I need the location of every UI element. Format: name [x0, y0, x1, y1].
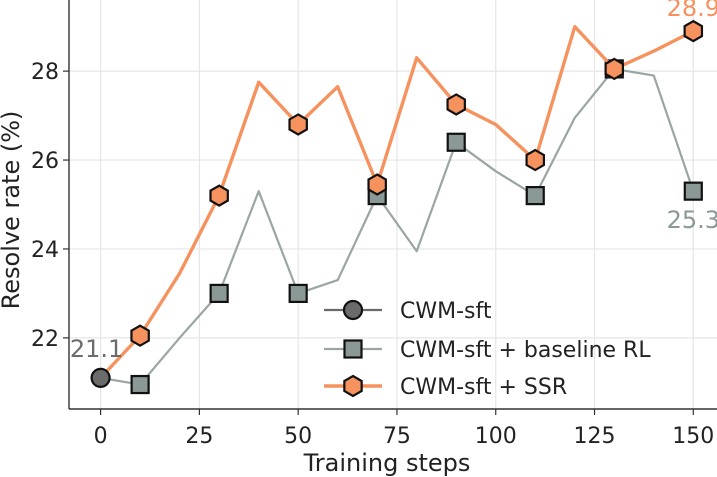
series-layer — [90, 19, 704, 395]
data-point — [446, 93, 466, 116]
legend-label: CWM-sft — [400, 299, 492, 324]
data-point — [525, 148, 546, 172]
x-tick-label: 75 — [383, 424, 411, 449]
x-tick-label: 125 — [574, 424, 616, 449]
y-axis-label: Resolve rate (%) — [0, 111, 25, 310]
data-label: 25.3 — [667, 206, 717, 234]
data-point — [288, 283, 308, 304]
data-point — [446, 132, 466, 152]
legend: CWM-sft CWM-sft + baseline RL CWM-sft + SS… — [324, 299, 651, 400]
data-label: 21.1 — [70, 335, 123, 363]
data-point — [209, 184, 229, 207]
data-point — [90, 367, 111, 388]
x-tick-label: 25 — [185, 424, 213, 449]
x-tick-label: 0 — [94, 424, 108, 449]
legend-label: CWM-sft + SSR — [400, 375, 567, 400]
legend-marker — [343, 374, 363, 398]
series-line — [100, 67, 695, 386]
y-tick-label: 22 — [31, 327, 59, 352]
x-tick-label: 100 — [475, 424, 517, 449]
data-point — [130, 374, 150, 395]
legend-label: CWM-sft + baseline RL — [400, 338, 651, 363]
axes: 0 25 50 75 100 125 150 22 24 26 28 — [31, 0, 717, 449]
x-axis-label: Training steps — [303, 449, 471, 477]
data-label: 28.9 — [667, 0, 717, 22]
data-point — [683, 19, 704, 43]
annotation-layer: 21.1 25.3 28.9 — [70, 0, 717, 363]
y-tick-label: 26 — [31, 149, 59, 174]
grid — [69, 0, 717, 409]
x-tick-label: 50 — [284, 424, 312, 449]
data-point — [604, 57, 625, 81]
data-point — [525, 186, 545, 206]
series-circle — [90, 367, 111, 388]
x-tick-label: 150 — [672, 424, 714, 449]
series-hexagon — [99, 19, 704, 380]
data-point — [367, 173, 387, 196]
data-point — [209, 283, 229, 304]
data-point — [130, 324, 150, 347]
legend-marker — [342, 299, 364, 321]
y-tick-label: 24 — [31, 238, 59, 263]
series-line — [99, 25, 695, 380]
y-tick-label: 28 — [31, 60, 59, 85]
data-point — [288, 113, 308, 136]
legend-marker — [343, 339, 363, 359]
data-point — [683, 181, 703, 201]
